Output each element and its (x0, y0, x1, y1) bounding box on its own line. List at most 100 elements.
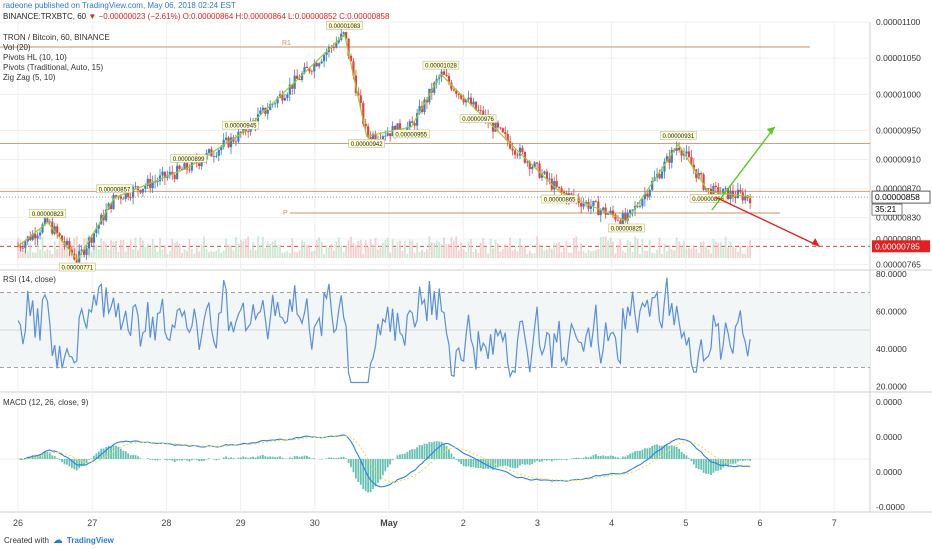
volume-bar (137, 250, 139, 258)
macd-histogram-bar (254, 457, 257, 459)
volume-bar (741, 253, 744, 258)
volume-bar (568, 252, 570, 258)
macd-histogram-bar (190, 459, 193, 461)
volume-bar (636, 238, 639, 258)
volume-bar (435, 240, 438, 258)
swing-label-box (29, 209, 66, 218)
volume-bar (257, 236, 259, 258)
candle-body (604, 207, 607, 215)
macd-histogram-bar (183, 459, 186, 460)
candle-body (357, 92, 360, 96)
volume-bar (242, 241, 245, 258)
candle-body (609, 210, 612, 214)
candle-body (183, 163, 186, 170)
macd-histogram-bar (741, 459, 744, 462)
candle-body (200, 162, 203, 167)
last-price-box (871, 190, 931, 204)
candle-body (744, 195, 747, 201)
macd-histogram-bar (401, 454, 404, 459)
candle-body (629, 210, 632, 213)
macd-histogram-bar (110, 446, 112, 459)
candle-body (48, 221, 51, 223)
macd-tick-label: 0.0000 (876, 397, 902, 407)
macd-histogram-bar (617, 457, 619, 459)
macd-histogram-bar (592, 455, 595, 459)
volume-bar (44, 251, 46, 258)
volume-bar (330, 243, 333, 258)
x-tick-label: 6 (757, 518, 762, 528)
volume-bar (577, 251, 580, 258)
volume-bar (695, 248, 698, 258)
volume-bar (132, 249, 134, 258)
x-tick-label: 3 (535, 518, 540, 528)
macd-histogram-bar (362, 459, 365, 490)
candle-body (477, 109, 480, 111)
candle-body (619, 220, 622, 225)
volume-bar (626, 240, 629, 258)
volume-bar (624, 252, 627, 258)
candle-body (92, 233, 96, 243)
macd-histogram-bar (749, 459, 752, 461)
countdown-box (871, 203, 903, 216)
x-tick-label: 27 (87, 518, 97, 528)
volume-bar (220, 252, 223, 258)
macd-histogram-bar (653, 444, 656, 459)
macd-tick-label: -0.0000 (876, 502, 905, 512)
volume-bar (381, 242, 384, 258)
volume-bar (53, 241, 56, 258)
volume-bar (313, 250, 316, 258)
candle-body (739, 189, 742, 193)
candle-body (516, 154, 519, 156)
volume-bar (183, 249, 186, 258)
volume-bar (484, 246, 487, 258)
volume-bar (345, 245, 348, 258)
tradingview-brand[interactable]: TradingView (66, 536, 114, 545)
volume-bar (29, 243, 32, 258)
countdown-label: 35:21 (875, 204, 897, 214)
candle-body (144, 185, 147, 189)
candle-body (146, 178, 149, 186)
volume-bar (141, 240, 144, 258)
macd-histogram-bar (186, 459, 188, 461)
candle-body (398, 123, 402, 133)
volume-bar (521, 246, 524, 258)
candle-body (685, 151, 688, 154)
volume-bar (168, 250, 171, 258)
candle-body (538, 163, 541, 178)
volume-bar (482, 238, 485, 258)
candle-body (611, 210, 615, 215)
candle-body (616, 219, 620, 221)
volume-bar (658, 237, 661, 258)
volume-bar (717, 242, 720, 258)
macd-histogram-bar (727, 459, 729, 466)
volume-bar (599, 237, 602, 258)
candle-body (707, 188, 710, 189)
volume-bar (629, 242, 632, 258)
x-tick-label: 26 (13, 518, 23, 528)
candle-body (156, 181, 159, 183)
volume-bar (112, 242, 115, 258)
candle-body (322, 55, 326, 62)
volume-bar (190, 248, 193, 258)
volume-bar (732, 246, 734, 258)
macd-histogram-bar (430, 442, 433, 459)
volume-bar (580, 243, 583, 258)
candle-body (266, 110, 269, 114)
candle-body (259, 110, 262, 115)
red-projection-arrow (715, 196, 820, 247)
pivot-r1-label: R1 (282, 40, 291, 47)
volume-bar (17, 237, 19, 258)
volume-bar (609, 237, 612, 258)
macd-histogram-bar (391, 459, 394, 461)
swing-label: 0.00000865 (544, 198, 576, 204)
volume-bar (548, 246, 551, 258)
macd-histogram-bar (225, 456, 228, 459)
candle-body (53, 226, 56, 234)
volume-bar (156, 251, 159, 258)
macd-histogram-bar (494, 459, 497, 468)
volume-bar (423, 251, 426, 258)
macd-histogram-bar (298, 456, 301, 459)
swing-label: 0.00000866 (692, 197, 724, 203)
volume-bar (692, 245, 695, 258)
